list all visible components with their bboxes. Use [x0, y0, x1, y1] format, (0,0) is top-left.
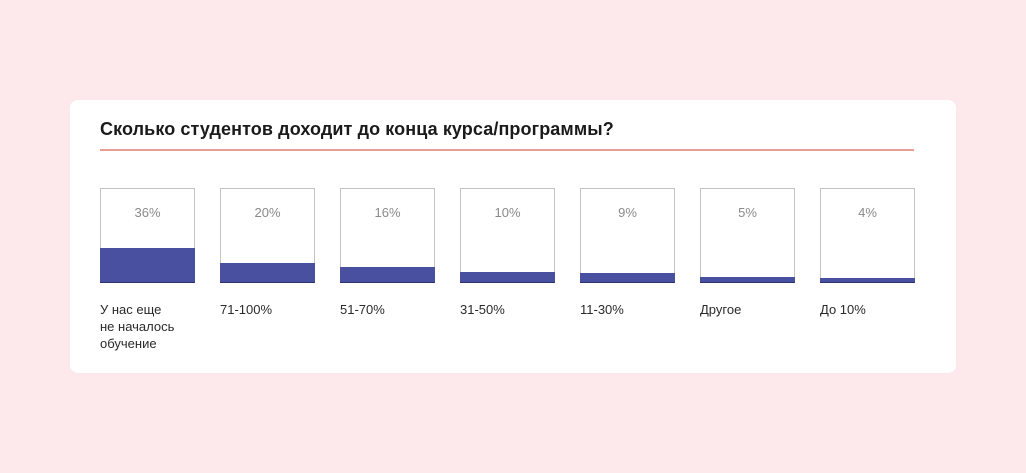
bar-value-label: 20% — [254, 205, 281, 220]
bar-fill — [340, 267, 435, 283]
bar-value-label: 4% — [858, 205, 877, 220]
bar-fill — [580, 273, 675, 283]
bar-chart: 36% У нас еще не началось обучение 20% 71-100… — [70, 100, 956, 373]
category-label: Другое — [700, 302, 742, 317]
bar-2: 20% — [220, 188, 315, 283]
bar-value-label: 5% — [738, 205, 757, 220]
category-label: 11-30% — [580, 302, 624, 317]
title-divider — [100, 149, 914, 151]
category-label: 71-100% — [220, 302, 273, 317]
bar-3: 16% — [340, 188, 435, 283]
category-label: 51-70% — [340, 302, 385, 317]
chart-card: Сколько студентов доходит до конца курса… — [70, 100, 956, 373]
bar-7: 4% — [820, 188, 915, 283]
bar-4: 10% — [460, 188, 555, 283]
bar-value-label: 16% — [374, 205, 401, 220]
bar-6: 5% — [700, 188, 795, 283]
bar-1: 36% — [100, 188, 195, 283]
bar-fill — [100, 248, 195, 283]
category-label: У нас еще не началось обучение — [100, 302, 175, 351]
bar-value-label: 36% — [134, 205, 161, 220]
category-label: До 10% — [820, 302, 866, 317]
bar-fill — [220, 263, 315, 283]
bar-value-label: 9% — [618, 205, 637, 220]
chart-title: Сколько студентов доходит до конца курса… — [100, 119, 614, 139]
category-label: 31-50% — [460, 302, 505, 317]
bar-fill — [700, 277, 795, 283]
bar-fill — [820, 278, 915, 283]
bar-value-label: 10% — [494, 205, 521, 220]
bar-fill — [460, 272, 555, 283]
bar-5: 9% — [580, 188, 675, 283]
